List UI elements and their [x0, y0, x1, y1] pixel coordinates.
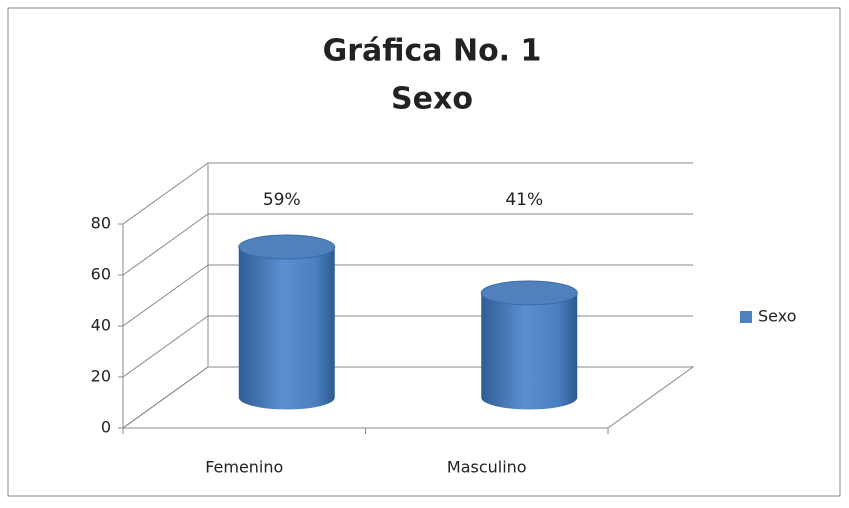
data-label: 59%	[263, 190, 301, 210]
bar	[238, 234, 336, 410]
data-label: 41%	[505, 190, 543, 210]
y-tick-label: 0	[101, 418, 111, 437]
x-tick-label: Femenino	[205, 458, 283, 477]
grid-line	[122, 162, 209, 225]
y-tick-label: 20	[91, 367, 111, 386]
y-tick-label: 60	[91, 265, 111, 284]
bar-body	[481, 292, 578, 410]
chart-border	[7, 7, 841, 497]
chart-title: Gráfica No. 1	[323, 34, 542, 69]
grid-line	[122, 315, 209, 378]
bar-top	[238, 234, 336, 260]
bar-body	[238, 247, 335, 410]
legend-label: Sexo	[758, 307, 796, 326]
y-tick-label: 80	[91, 214, 111, 233]
x-tick-label: Masculino	[447, 458, 527, 477]
legend-swatch	[740, 311, 752, 323]
bar-top	[480, 280, 578, 306]
y-tick-label: 40	[91, 316, 111, 335]
grid-line	[122, 213, 209, 276]
bar	[480, 280, 578, 410]
grid-line	[122, 366, 209, 429]
chart-subtitle: Sexo	[391, 82, 473, 117]
grid-line	[122, 264, 209, 327]
